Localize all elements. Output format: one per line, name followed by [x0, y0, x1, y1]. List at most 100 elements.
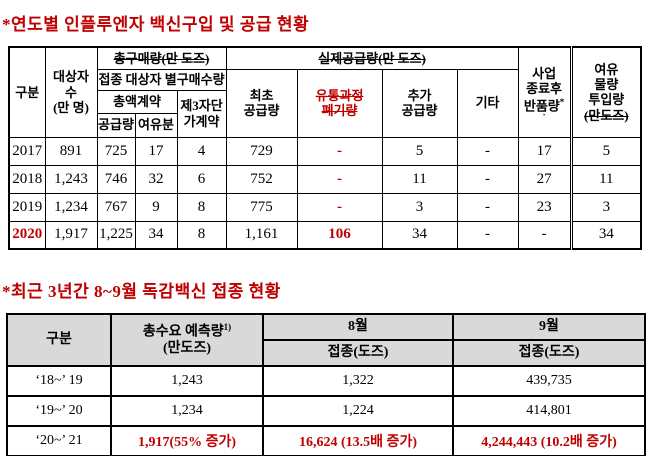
target-count-cell: 1,243 — [44, 164, 98, 194]
t2-header-aug-dose: 접종(도즈) — [262, 339, 454, 367]
table-row-19-20: ‘19~’ 20 1,234 1,224 414,801 — [6, 395, 646, 427]
target-count-cell: 1,917 — [44, 220, 98, 250]
t1-header-purchase-by-target: 접종 대상자 별구매수량 — [96, 68, 227, 91]
reserve-cell: 9 — [134, 192, 178, 222]
target-count-cell: 1,234 — [44, 192, 98, 222]
returns-footnote-mark: * — [559, 96, 565, 107]
period-cell: ‘20~’ 21 — [6, 425, 112, 456]
forecast-cell: 1,917(55% 증가) — [110, 425, 264, 456]
supply-cell: 767 — [96, 192, 136, 222]
returns-cell: 27 — [517, 164, 572, 194]
forecast-cell: 1,234 — [110, 395, 264, 427]
returns-cell: - — [517, 220, 572, 250]
forecast-label: 총수요 예측량 — [142, 324, 224, 340]
supply-cell: 746 — [96, 164, 136, 194]
t1-header-supply: 공급량 — [96, 112, 136, 138]
etc-cell: - — [456, 136, 519, 166]
etc-cell: - — [456, 164, 519, 194]
surplus-unit: (만도즈) — [584, 107, 629, 123]
t1-header-total-purchase: 총구매량(만 도즈) — [96, 46, 227, 70]
actual-supply-label: 실제공급량 — [318, 50, 379, 66]
t1-header-third-party: 제3자단 가계약 — [176, 89, 227, 138]
total-purchase-label: 총구매량 — [113, 50, 162, 66]
aug-dose-cell: 16,624 (13.5배 증가) — [262, 425, 454, 456]
table-row-2018: 2018 1,243 746 32 6 752 - 11 - 27 11 — [8, 164, 642, 194]
sep-dose-cell: 439,735 — [452, 365, 646, 397]
t2-header-sep-dose: 접종(도즈) — [452, 339, 646, 367]
forecast-unit: (만도즈) — [163, 341, 211, 357]
t2-header-forecast: 총수요 예측량1) (만도즈) — [110, 313, 264, 367]
supply-cell: 725 — [96, 136, 136, 166]
forecast-footnote-mark: 1) — [223, 321, 232, 332]
first-supply-cell: 775 — [225, 192, 298, 222]
vaccine-purchase-supply-table: 구분 대상자 수 (만 명) 총구매량(만 도즈) 실제공급량(만 도즈) 사업… — [8, 46, 643, 250]
t2-header-gubun: 구분 — [6, 313, 112, 367]
sep-dose-cell: 4,244,443 (10.2배 증가) — [452, 425, 646, 456]
etc-cell: - — [456, 192, 519, 222]
table-row-2020: 2020 1,917 1,225 34 8 1,161 106 34 - - 3… — [8, 220, 642, 250]
forecast-cell: 1,243 — [110, 365, 264, 397]
year-cell: 2020 — [8, 220, 46, 250]
period-cell: ‘19~’ 20 — [6, 395, 112, 427]
t1-header-etc: 기타 — [456, 68, 519, 138]
t1-header-additional-supply: 추가 공급량 — [381, 68, 458, 138]
table-row-2019: 2019 1,234 767 9 8 775 - 3 - 23 3 — [8, 192, 642, 222]
surplus-cell: 34 — [569, 220, 642, 250]
etc-cell: - — [456, 220, 519, 250]
reserve-cell: 32 — [134, 164, 178, 194]
t1-header-distribution-discard: 유통과정 폐기량 — [296, 68, 383, 138]
surplus-cell: 11 — [569, 164, 642, 194]
first-supply-cell: 1,161 — [225, 220, 298, 250]
additional-supply-cell: 3 — [381, 192, 458, 222]
year-cell: 2017 — [8, 136, 46, 166]
discard-cell: - — [296, 136, 383, 166]
returns-label: 사업 종료후 반품량 — [523, 66, 563, 114]
reserve-cell: 34 — [134, 220, 178, 250]
table-row-20-21: ‘20~’ 21 1,917(55% 증가) 16,624 (13.5배 증가)… — [6, 425, 646, 456]
t1-header-reserve: 여유분 — [134, 112, 178, 138]
surplus-cell: 3 — [569, 192, 642, 222]
section1-title: *연도별 인플루엔자 백신구입 및 공급 현황 — [2, 15, 310, 34]
returns-cell: 23 — [517, 192, 572, 222]
surplus-cell: 5 — [569, 136, 642, 166]
t1-header-first-supply: 최초 공급량 — [225, 68, 298, 138]
aug-dose-cell: 1,224 — [262, 395, 454, 427]
year-cell: 2018 — [8, 164, 46, 194]
returns-cell: 17 — [517, 136, 572, 166]
third-party-cell: 4 — [176, 136, 227, 166]
year-cell: 2019 — [8, 192, 46, 222]
flu-vaccination-aug-sep-table: 구분 총수요 예측량1) (만도즈) 8월 9월 접종(도즈) 접종(도즈) ‘… — [6, 313, 646, 456]
t2-header-august: 8월 — [262, 313, 454, 341]
discard-cell: - — [296, 164, 383, 194]
t1-header-surplus: 여유 물량 투입량 (만도즈) — [569, 46, 642, 138]
additional-supply-cell: 11 — [381, 164, 458, 194]
t1-header-gubun: 구분 — [8, 46, 46, 138]
third-party-cell: 8 — [176, 220, 227, 250]
third-party-cell: 6 — [176, 164, 227, 194]
t1-header-returns: 사업 종료후 반품량* · — [517, 46, 572, 138]
discard-cell: 106 — [296, 220, 383, 250]
table-row-2017: 2017 891 725 17 4 729 - 5 - 17 5 — [8, 136, 642, 166]
table-row-18-19: ‘18~’ 19 1,243 1,322 439,735 — [6, 365, 646, 397]
surplus-label: 여유 물량 투입량 — [588, 61, 625, 108]
t1-header-actual-supply: 실제공급량(만 도즈) — [225, 46, 519, 70]
returns-dot: · — [542, 110, 546, 121]
actual-supply-unit: (만 도즈) — [378, 50, 426, 66]
additional-supply-cell: 34 — [381, 220, 458, 250]
t1-header-target-count: 대상자 수 (만 명) — [44, 46, 98, 138]
aug-dose-cell: 1,322 — [262, 365, 454, 397]
t1-header-lump-sum: 총액계약 — [96, 89, 178, 114]
section2-title: *최근 3년간 8~9월 독감백신 접종 현황 — [2, 282, 281, 301]
first-supply-cell: 752 — [225, 164, 298, 194]
third-party-cell: 8 — [176, 192, 227, 222]
t2-header-september: 9월 — [452, 313, 646, 341]
target-count-cell: 891 — [44, 136, 98, 166]
sep-dose-cell: 414,801 — [452, 395, 646, 427]
additional-supply-cell: 5 — [381, 136, 458, 166]
reserve-cell: 17 — [134, 136, 178, 166]
discard-cell: - — [296, 192, 383, 222]
supply-cell: 1,225 — [96, 220, 136, 250]
period-cell: ‘18~’ 19 — [6, 365, 112, 397]
first-supply-cell: 729 — [225, 136, 298, 166]
total-purchase-unit: (만 도즈) — [161, 50, 210, 66]
